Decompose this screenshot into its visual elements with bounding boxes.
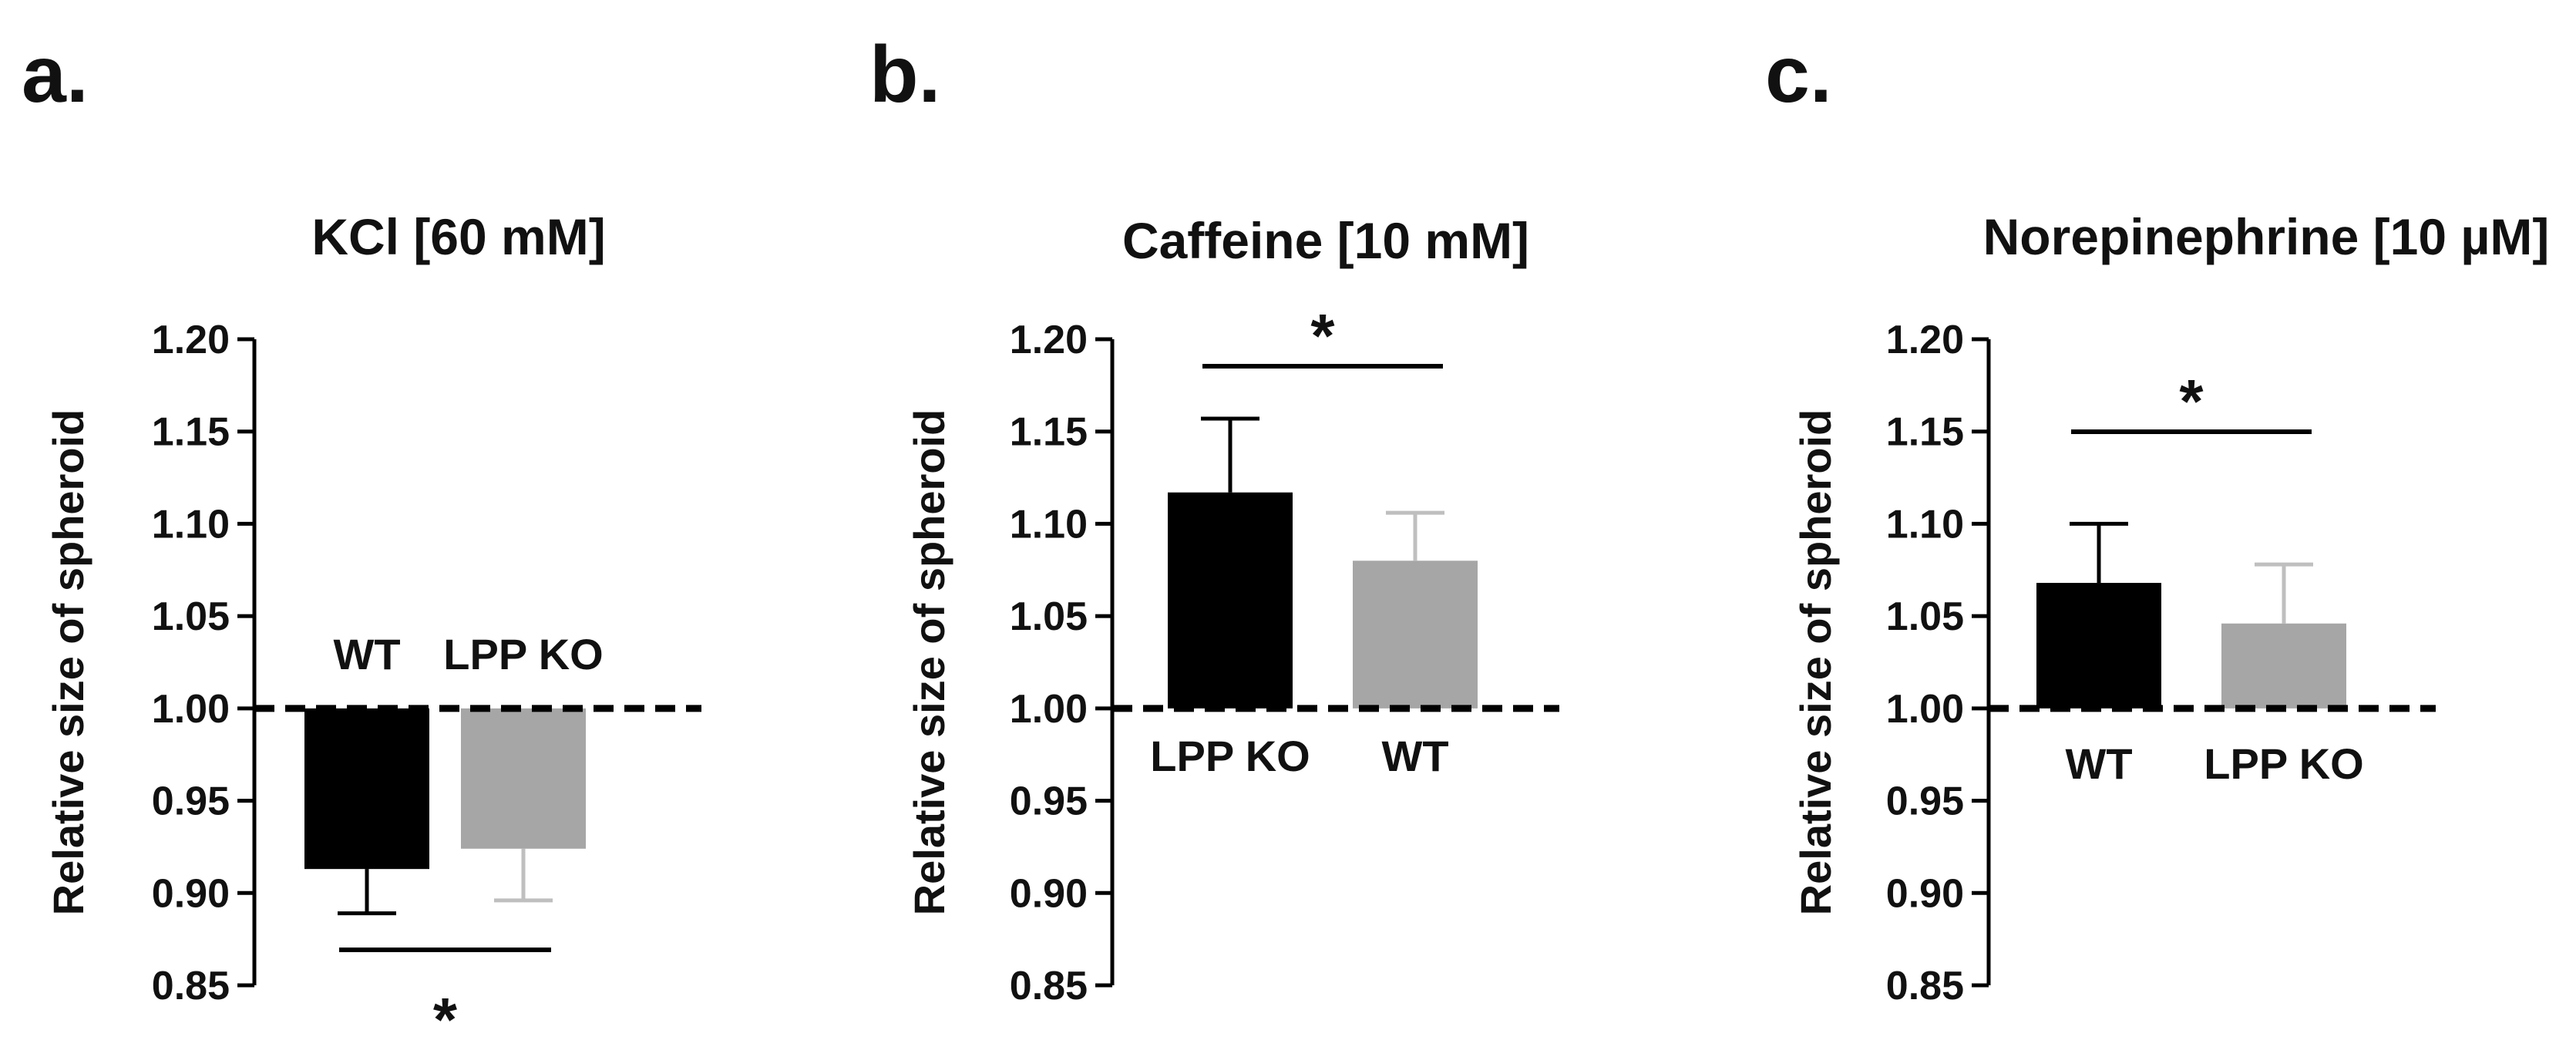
y-tick-label: 1.00 (1010, 687, 1088, 732)
panel-letter: b. (869, 30, 940, 120)
bar (304, 708, 429, 870)
y-tick-label: 1.15 (152, 410, 230, 455)
bar (461, 708, 586, 849)
panel-a: a. KCl [60 mM] 0.85 0.90 0.95 1.00 1.05 1.10 1.1… (22, 30, 701, 1054)
y-tick-label: 0.90 (1886, 871, 1964, 916)
y-tick-label: 0.90 (152, 871, 230, 916)
y-tick-label: 0.85 (1010, 964, 1088, 1008)
y-tick-label: 0.85 (152, 964, 230, 1008)
y-tick-label: 1.20 (1010, 318, 1088, 362)
bar (1168, 492, 1293, 709)
category-label: LPP KO (2204, 739, 2363, 788)
y-tick-label: 1.20 (152, 318, 230, 362)
y-tick-label: 1.05 (1886, 594, 1964, 639)
y-tick-label: 1.15 (1886, 410, 1964, 455)
chart-title: KCl [60 mM] (311, 208, 605, 265)
y-tick-label: 1.05 (1010, 594, 1088, 639)
category-label: LPP KO (443, 630, 603, 678)
bar (2036, 583, 2161, 709)
y-axis-label: Relative size of spheroid (44, 409, 92, 916)
y-tick-label: 0.95 (1010, 779, 1088, 824)
y-tick-label: 0.90 (1010, 871, 1088, 916)
panel-letter: c. (1765, 30, 1832, 120)
y-tick-label: 1.00 (152, 687, 230, 732)
category-label: WT (333, 630, 400, 678)
y-tick-label: 1.10 (1010, 502, 1088, 547)
category-label: WT (1381, 732, 1448, 780)
significance-star: * (1310, 301, 1335, 370)
y-tick-label: 1.05 (152, 594, 230, 639)
panel-letter: a. (22, 30, 89, 120)
category-label: WT (2065, 739, 2132, 788)
panel-c: c. Norepinephrine [10 µM] 0.85 0.90 0.95 1.00… (1765, 30, 2549, 1008)
category-label: LPP KO (1150, 732, 1310, 780)
bar (1353, 560, 1478, 709)
y-tick-label: 0.95 (1886, 779, 1964, 824)
y-tick-label: 1.15 (1010, 410, 1088, 455)
y-tick-label: 1.20 (1886, 318, 1964, 362)
significance-star: * (2179, 367, 2204, 436)
y-axis-label: Relative size of spheroid (905, 409, 953, 916)
y-tick-label: 1.10 (1886, 502, 1964, 547)
y-tick-label: 0.95 (152, 779, 230, 824)
chart-title: Caffeine [10 mM] (1122, 212, 1529, 269)
significance-star: * (433, 985, 458, 1054)
panel-b: b. Caffeine [10 mM] 0.85 0.90 0.95 1.00 1.05 1.… (869, 30, 1559, 1008)
y-tick-label: 1.00 (1886, 687, 1964, 732)
y-tick-label: 1.10 (152, 502, 230, 547)
y-tick-label: 0.85 (1886, 964, 1964, 1008)
chart-title: Norepinephrine [10 µM] (1983, 208, 2550, 265)
y-axis-label: Relative size of spheroid (1791, 409, 1840, 916)
bar (2221, 623, 2346, 709)
